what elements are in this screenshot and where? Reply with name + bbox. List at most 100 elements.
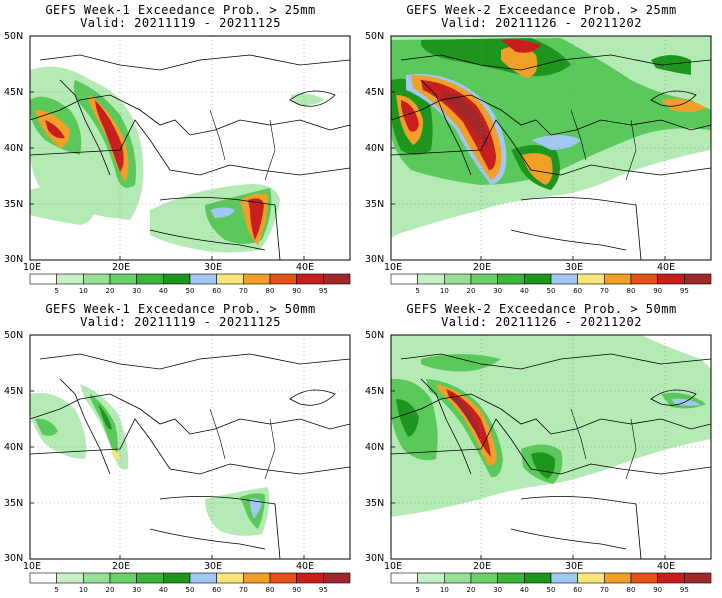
colorbar-swatch xyxy=(444,572,472,584)
colorbar-swatch xyxy=(269,273,297,285)
lon-label-40e: 40E xyxy=(657,561,676,572)
lat-label-40n: 40N xyxy=(4,143,24,154)
probability-map xyxy=(29,35,351,261)
lat-label-30n: 30N xyxy=(365,553,385,564)
colorbar-label: 5 xyxy=(415,287,419,295)
colorbar-swatch xyxy=(83,273,111,285)
colorbar-label: 20 xyxy=(467,287,476,295)
colorbar-swatch xyxy=(577,572,605,584)
colorbar: 5 10 20 30 40 50 60 70 80 90 95 xyxy=(29,572,351,594)
colorbar-label: 90 xyxy=(653,586,662,594)
colorbar-swatch xyxy=(604,273,632,285)
colorbar-swatch xyxy=(136,273,164,285)
colorbar-swatch xyxy=(550,572,578,584)
colorbar-label: 20 xyxy=(106,287,115,295)
lon-label-30e: 30E xyxy=(565,561,584,572)
lat-label-40n: 40N xyxy=(365,442,385,453)
colorbar: 5 10 20 30 40 50 60 70 80 90 95 xyxy=(390,572,712,594)
colorbar-label: 5 xyxy=(54,287,58,295)
colorbar-label: 60 xyxy=(212,287,221,295)
colorbar-swatch xyxy=(163,273,191,285)
colorbar-label: 10 xyxy=(440,287,449,295)
lat-label-45n: 45N xyxy=(4,386,24,397)
lon-label-30e: 30E xyxy=(204,262,223,273)
lat-label-50n: 50N xyxy=(4,31,24,42)
colorbar-label: 5 xyxy=(54,586,58,594)
map-panel-week2-25mm: GEFS Week-2 Exceedance Prob. > 25mm Vali… xyxy=(361,0,722,299)
panel-valid-dates: Valid: 20211126 - 20211202 xyxy=(441,16,642,30)
colorbar-label: 30 xyxy=(132,586,141,594)
colorbar: 5 10 20 30 40 50 60 70 80 90 95 xyxy=(29,273,351,295)
colorbar-label: 10 xyxy=(79,586,88,594)
map-panel-week2-50mm: GEFS Week-2 Exceedance Prob. > 50mm Vali… xyxy=(361,299,722,598)
colorbar-label: 30 xyxy=(493,287,502,295)
panel-valid-dates: Valid: 20211119 - 20211125 xyxy=(80,16,281,30)
colorbar-label: 30 xyxy=(132,287,141,295)
colorbar-swatch xyxy=(417,273,445,285)
colorbar-swatch xyxy=(524,572,552,584)
lon-label-10e: 10E xyxy=(23,262,42,273)
colorbar-swatch xyxy=(243,273,271,285)
lon-label-30e: 30E xyxy=(204,561,223,572)
colorbar-label: 95 xyxy=(680,287,689,295)
colorbar-label: 95 xyxy=(319,586,328,594)
colorbar-label: 50 xyxy=(547,586,556,594)
colorbar-label: 70 xyxy=(600,586,609,594)
colorbar-swatch xyxy=(684,572,712,584)
colorbar-swatch xyxy=(577,273,605,285)
colorbar-swatch xyxy=(390,273,418,285)
colorbar-swatch xyxy=(470,572,498,584)
colorbar-label: 70 xyxy=(239,287,248,295)
colorbar-swatch xyxy=(444,273,472,285)
colorbar-swatch xyxy=(323,572,351,584)
colorbar-swatch xyxy=(29,572,57,584)
colorbar-label: 40 xyxy=(520,586,529,594)
colorbar-label: 40 xyxy=(520,287,529,295)
panel-title: GEFS Week-2 Exceedance Prob. > 50mm xyxy=(406,302,677,316)
colorbar-label: 5 xyxy=(415,586,419,594)
colorbar-swatch xyxy=(189,572,217,584)
lat-label-45n: 45N xyxy=(4,87,24,98)
colorbar-swatch xyxy=(56,273,84,285)
colorbar-swatch xyxy=(497,273,525,285)
colorbar-swatch xyxy=(29,273,57,285)
colorbar-swatch xyxy=(216,273,244,285)
colorbar-swatch xyxy=(243,572,271,584)
colorbar-swatch xyxy=(497,572,525,584)
lon-label-20e: 20E xyxy=(112,561,131,572)
colorbar-swatch xyxy=(630,572,658,584)
colorbar-label: 95 xyxy=(680,586,689,594)
map-panel-week1-25mm: GEFS Week-1 Exceedance Prob. > 25mm Vali… xyxy=(0,0,361,299)
lon-label-10e: 10E xyxy=(384,262,403,273)
lon-label-40e: 40E xyxy=(657,262,676,273)
colorbar-swatch xyxy=(216,572,244,584)
colorbar-swatch xyxy=(604,572,632,584)
colorbar-label: 40 xyxy=(159,287,168,295)
colorbar-label: 20 xyxy=(106,586,115,594)
lon-label-20e: 20E xyxy=(112,262,131,273)
colorbar-label: 30 xyxy=(493,586,502,594)
probability-map xyxy=(390,334,712,560)
lat-label-40n: 40N xyxy=(365,143,385,154)
lon-label-20e: 20E xyxy=(473,262,492,273)
lat-label-40n: 40N xyxy=(4,442,24,453)
lon-label-20e: 20E xyxy=(473,561,492,572)
colorbar-label: 50 xyxy=(186,586,195,594)
panel-valid-dates: Valid: 20211126 - 20211202 xyxy=(441,315,642,329)
lon-label-10e: 10E xyxy=(23,561,42,572)
lat-label-45n: 45N xyxy=(365,87,385,98)
lat-label-50n: 50N xyxy=(365,330,385,341)
lon-label-30e: 30E xyxy=(565,262,584,273)
lat-label-35n: 35N xyxy=(4,498,24,509)
colorbar-swatch xyxy=(136,572,164,584)
colorbar-swatch xyxy=(630,273,658,285)
lat-label-50n: 50N xyxy=(365,31,385,42)
probability-map xyxy=(29,334,351,560)
map-panel-week1-50mm: GEFS Week-1 Exceedance Prob. > 50mm Vali… xyxy=(0,299,361,598)
colorbar-swatch xyxy=(657,572,685,584)
colorbar-label: 10 xyxy=(440,586,449,594)
colorbar-label: 70 xyxy=(239,586,248,594)
colorbar-swatch xyxy=(390,572,418,584)
colorbar-label: 80 xyxy=(266,287,275,295)
colorbar-label: 80 xyxy=(627,586,636,594)
